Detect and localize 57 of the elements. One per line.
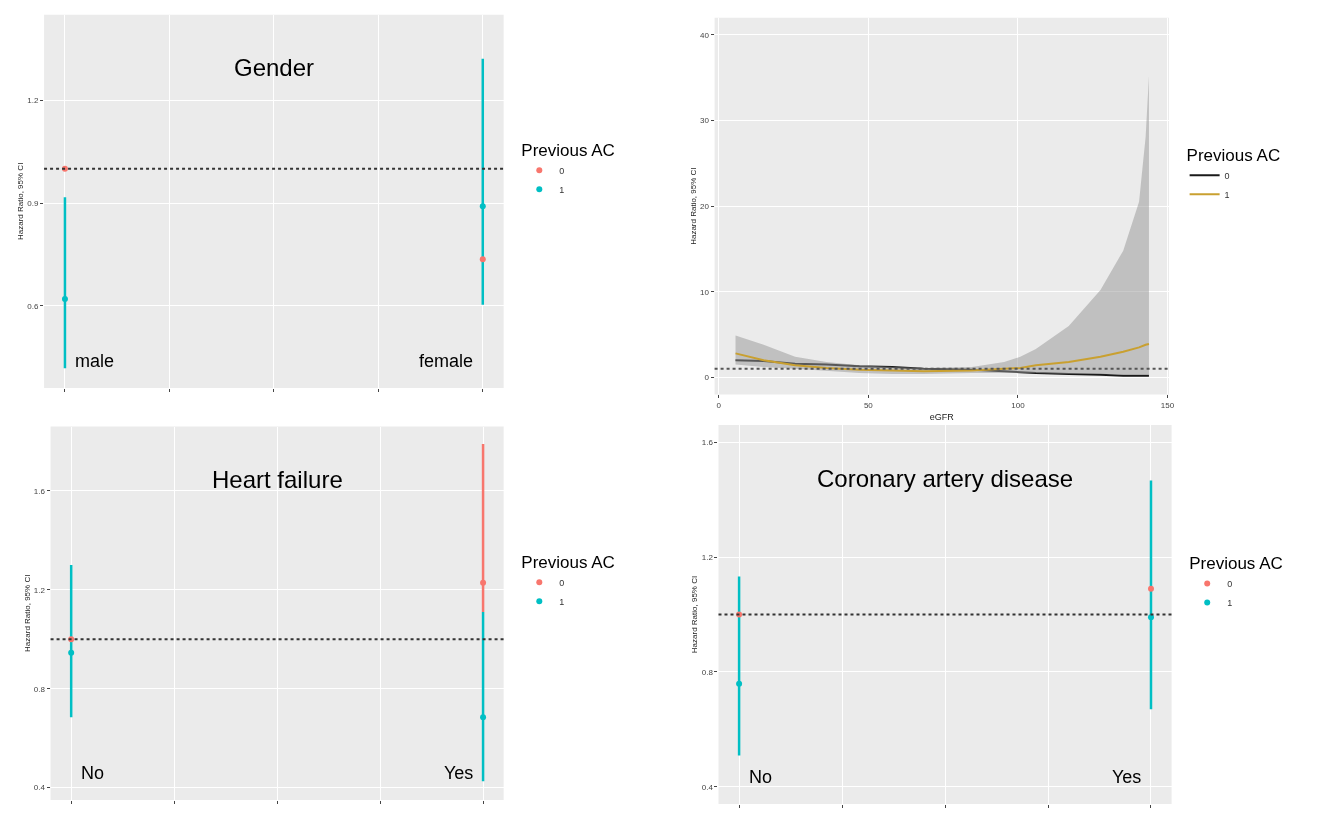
x-tick-label: 50 bbox=[863, 401, 874, 411]
point bbox=[736, 680, 743, 687]
line-series bbox=[734, 359, 1150, 377]
legend-title: Previous AC bbox=[521, 552, 615, 572]
annotation: No bbox=[749, 767, 773, 787]
point bbox=[479, 256, 486, 263]
y-tick-label: 1.6 bbox=[33, 486, 46, 496]
annotation: Yes bbox=[1112, 767, 1142, 787]
legend-label: 1 bbox=[1224, 189, 1230, 200]
y-tick-label: 0.6 bbox=[27, 301, 40, 311]
point bbox=[479, 203, 486, 210]
point bbox=[1148, 585, 1154, 592]
y-tick-label: 40 bbox=[700, 30, 710, 40]
y-tick-label: 0.8 bbox=[701, 667, 714, 677]
y-tick-label: 1.2 bbox=[27, 96, 40, 106]
y-axis-title: Hazard Ratio, 95% CI bbox=[688, 167, 698, 245]
y-tick-label: 20 bbox=[700, 201, 710, 211]
legend-label: 1 bbox=[559, 596, 565, 607]
x-axis-title: eGFR bbox=[929, 411, 955, 422]
y-tick-label: 10 bbox=[700, 287, 710, 297]
annotation: male bbox=[75, 351, 115, 371]
y-axis-title: Hazard Ratio, 95% CI bbox=[22, 574, 32, 652]
point bbox=[68, 649, 75, 656]
text: Coronary artery disease bbox=[817, 465, 1074, 492]
legend-title: Previous AC bbox=[1186, 145, 1281, 165]
point bbox=[61, 295, 68, 302]
annotation: No bbox=[81, 763, 105, 783]
legend-label: 0 bbox=[559, 577, 565, 588]
point bbox=[480, 579, 487, 586]
y-axis-title: Hazard Ratio, 95% CI bbox=[690, 575, 700, 654]
legend-label: 0 bbox=[1227, 578, 1233, 589]
y-tick-label: 1.2 bbox=[33, 585, 46, 595]
y-tick-label: 0.4 bbox=[701, 782, 714, 792]
line-series bbox=[734, 342, 1150, 373]
point bbox=[480, 714, 487, 721]
annotation: female bbox=[419, 351, 474, 371]
text: Gender bbox=[234, 54, 315, 81]
legend-title: Previous AC bbox=[521, 140, 615, 160]
text: Heart failure bbox=[212, 466, 343, 493]
y-tick-label: 30 bbox=[700, 116, 710, 126]
x-tick-label: 0 bbox=[716, 401, 722, 411]
x-tick-label: 100 bbox=[1011, 401, 1026, 411]
y-tick-label: 0 bbox=[704, 373, 710, 383]
legend-label: 0 bbox=[1224, 170, 1230, 181]
legend-label: 0 bbox=[559, 165, 565, 176]
legend-title: Previous AC bbox=[1189, 553, 1283, 573]
y-tick-label: 0.9 bbox=[27, 198, 40, 208]
point bbox=[1148, 614, 1154, 621]
y-tick-label: 0.8 bbox=[33, 684, 46, 694]
legend-label: 1 bbox=[1227, 597, 1233, 608]
y-tick-label: 1.6 bbox=[701, 438, 714, 447]
y-tick-label: 0.4 bbox=[33, 783, 46, 793]
y-axis-title: Hazard Ratio, 95% CI bbox=[16, 162, 26, 241]
legend-label: 1 bbox=[559, 184, 565, 195]
annotation: Yes bbox=[444, 763, 474, 783]
x-tick-label: 150 bbox=[1160, 401, 1175, 411]
y-tick-label: 1.2 bbox=[701, 552, 714, 562]
